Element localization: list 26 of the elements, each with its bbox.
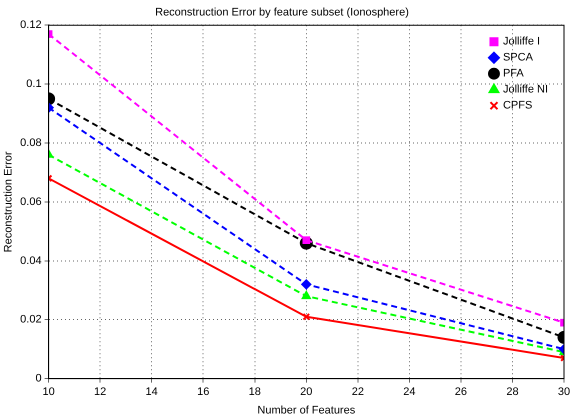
x-axis-title: Number of Features (257, 404, 356, 416)
y-tick-label: 0 (35, 372, 42, 385)
chart-title: Reconstruction Error by feature subset (Ionosphere) (155, 6, 409, 19)
y-tick-label: 0.02 (20, 314, 42, 326)
legend-label: Jolliffe I (502, 36, 540, 48)
y-tick-label: 0.1 (26, 78, 42, 90)
x-tick-label: 20 (300, 386, 312, 398)
y-tick-label: 0.06 (20, 196, 42, 208)
x-tick-label: 24 (403, 386, 416, 398)
x-tick-label: 16 (197, 386, 210, 398)
legend-label: PFA (502, 68, 524, 80)
legend-label: CPFS (502, 100, 532, 112)
legend-label: Jolliffe NI (502, 84, 548, 96)
y-tick-label: 0.12 (20, 19, 42, 32)
x-tick-label: 14 (146, 386, 158, 398)
x-tick-label: 18 (248, 386, 261, 398)
x-tick-label: 28 (506, 386, 519, 398)
x-tick-label: 30 (558, 386, 570, 398)
x-tick-label: 22 (352, 386, 364, 398)
x-tick-label: 12 (94, 386, 106, 398)
legend-label: SPCA (502, 52, 534, 64)
x-tick-label: 26 (454, 386, 468, 398)
y-axis-title: Reconstruction Error (2, 151, 15, 252)
y-tick-label: 0.08 (20, 137, 42, 150)
x-tick-label: 10 (42, 386, 55, 398)
y-tick-label: 0.04 (20, 254, 42, 267)
